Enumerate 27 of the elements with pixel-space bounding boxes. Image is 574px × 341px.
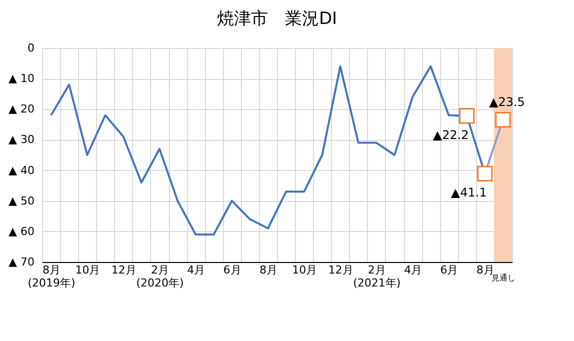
x-tick-label: 4月 [404, 264, 422, 276]
x-tick-label: 6月 [223, 264, 242, 276]
data-label: ▲23.5 [488, 94, 525, 109]
x-tick-label: 2月 (2021年) [353, 264, 401, 290]
data-label: ▲41.1 [450, 186, 487, 200]
x-tick-label: 6月 [440, 264, 458, 276]
point [495, 112, 511, 128]
x-tick-label: 12月 [111, 264, 136, 276]
x-tick-label: 10月 [75, 264, 100, 276]
y-tick-label: ▲ 20 [8, 102, 34, 116]
x-tick-label: 12月 [328, 264, 354, 276]
data-label: ▲22.2 [432, 128, 469, 142]
point [477, 166, 493, 182]
x-tick-label: 10月 [292, 264, 318, 276]
x-tick-label: 8月 [476, 264, 494, 276]
x-tick-label: 4月 [187, 264, 206, 276]
x-tick-label: 2月 (2020年) [136, 264, 184, 290]
x-tick-label: 8月 [259, 264, 278, 276]
chart-title: 焼津市 業況DI [216, 9, 338, 29]
x-tick-label: 見通し [491, 274, 516, 282]
y-tick-label: ▲ 30 [8, 133, 34, 146]
y-tick-label: ▲ 40 [8, 164, 34, 177]
y-tick-label: 0 [28, 42, 34, 54]
y-tick-label: ▲ 70 [8, 256, 34, 268]
y-tick-label: ▲ 60 [8, 224, 34, 238]
y-tick-label: ▲ 50 [8, 194, 34, 208]
y-tick-label: ▲ 10 [8, 72, 34, 86]
